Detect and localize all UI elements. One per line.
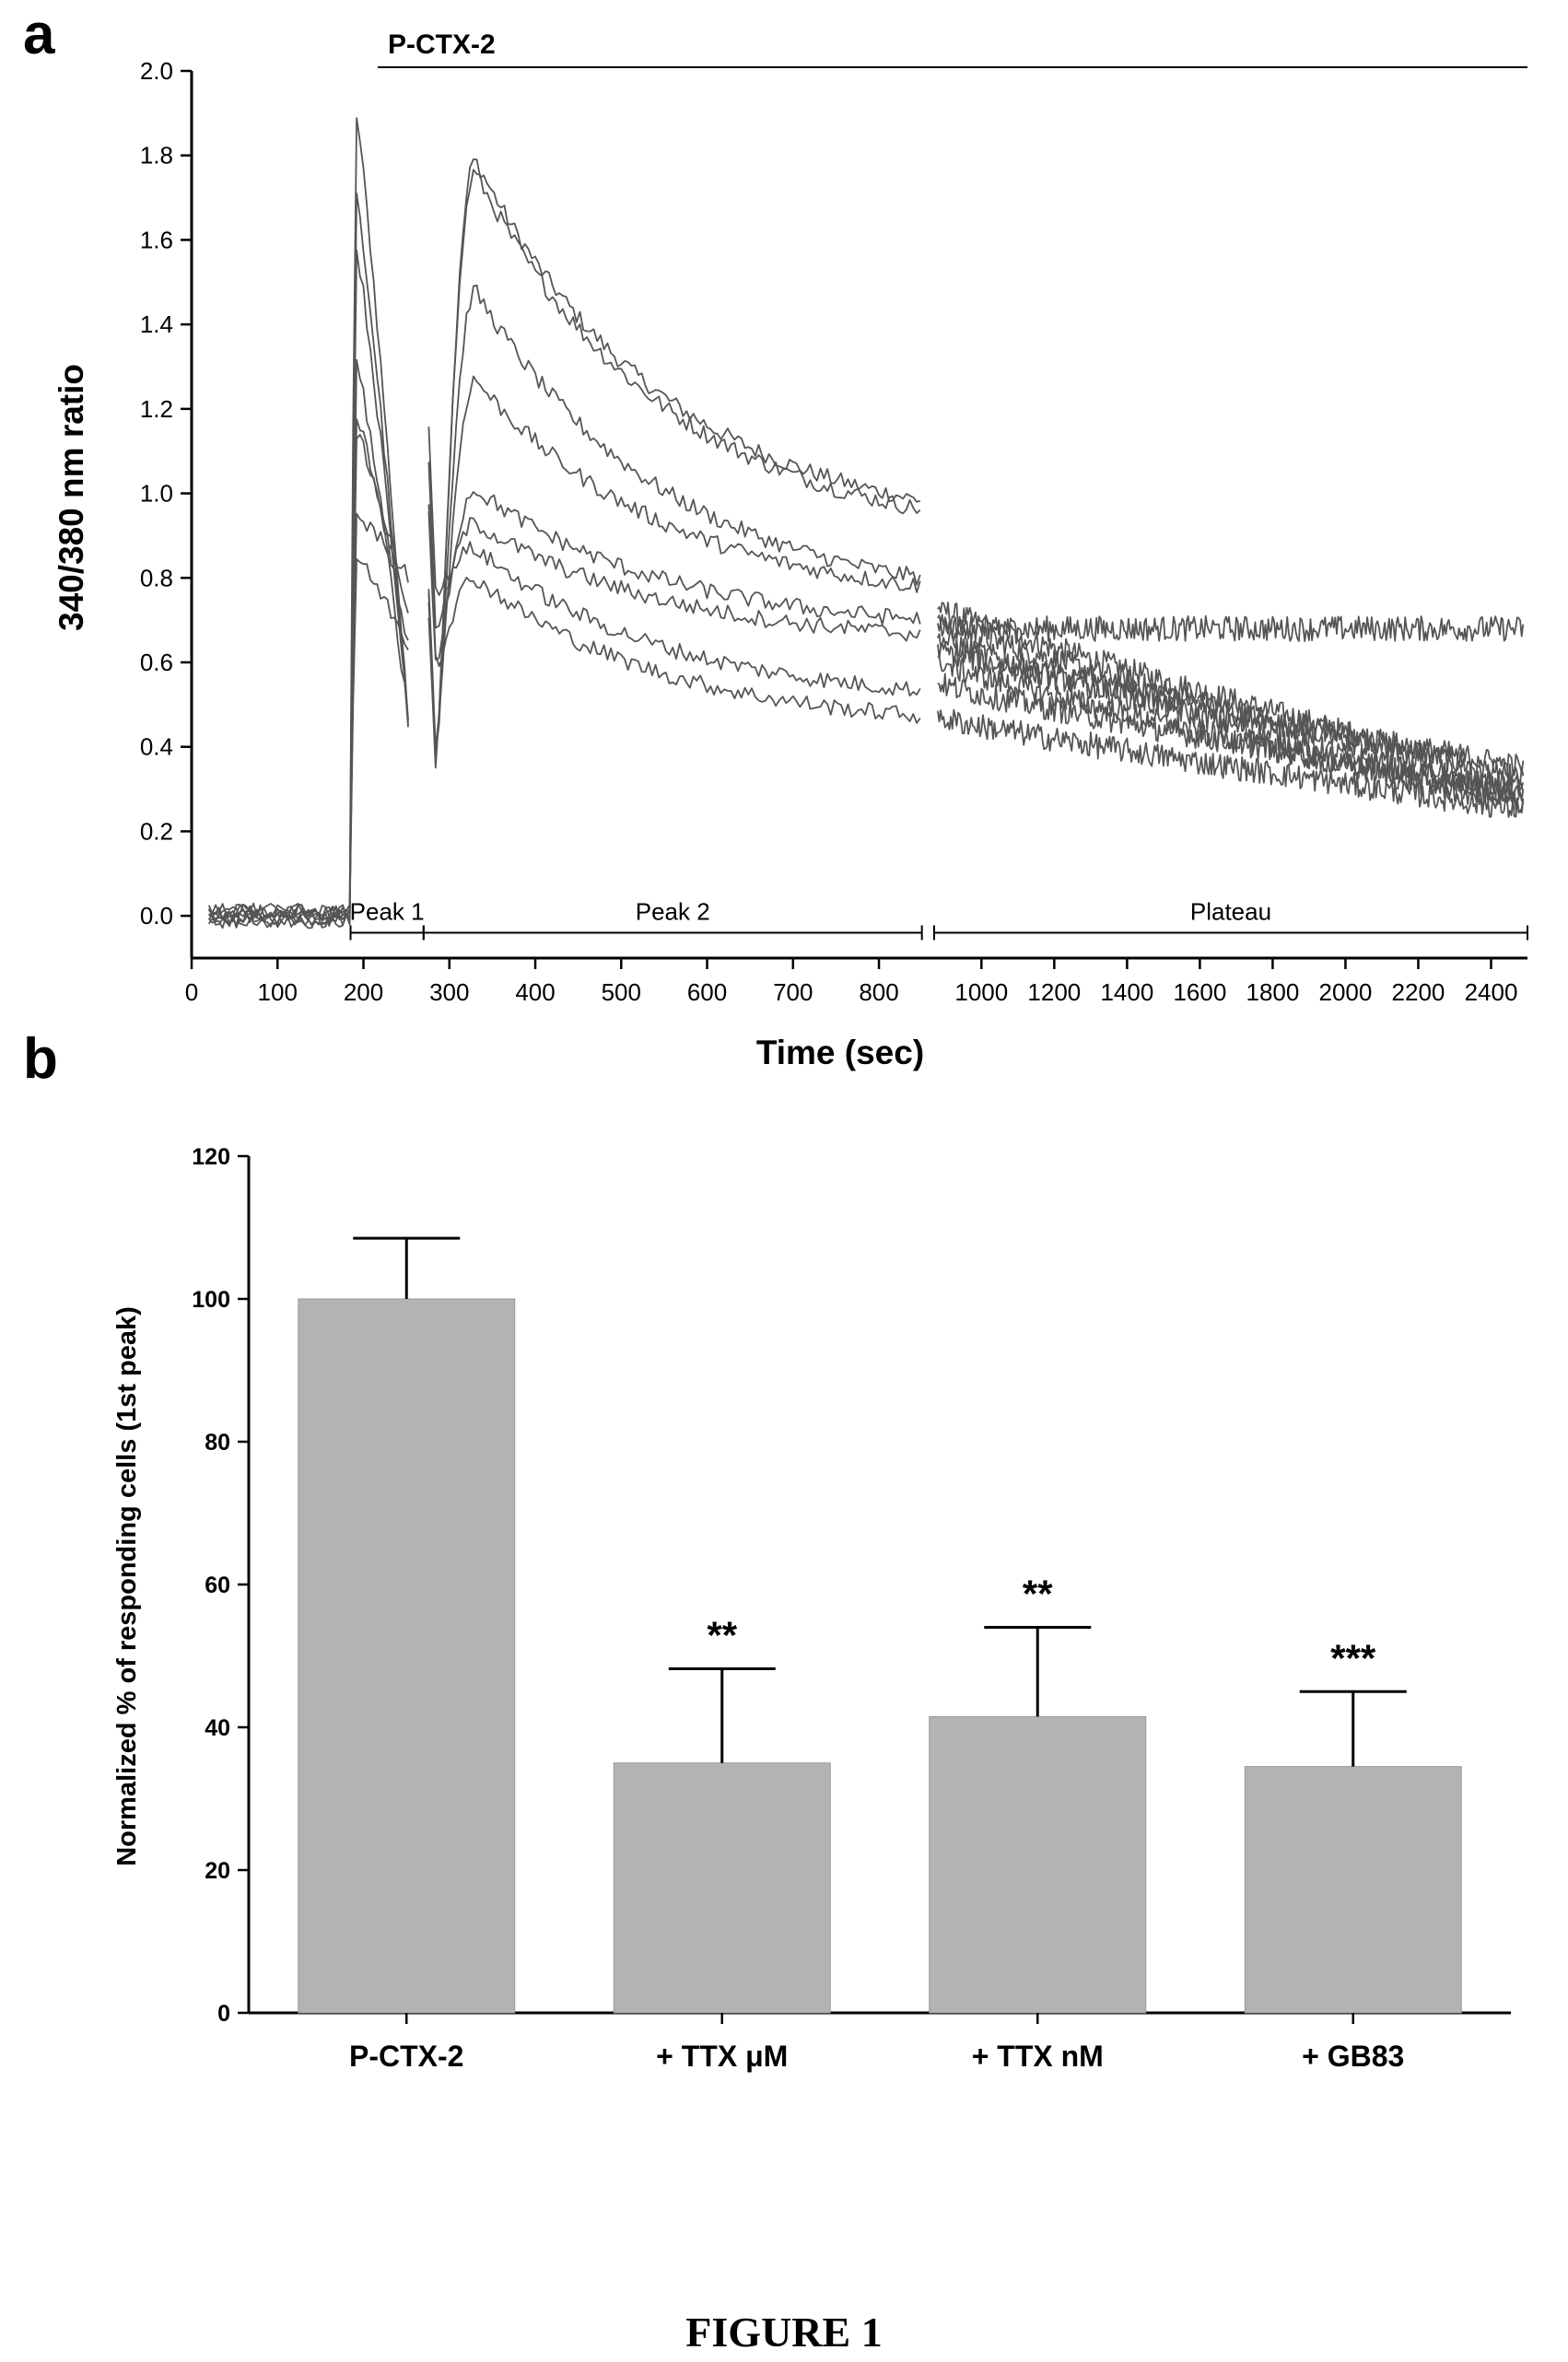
trace-line bbox=[208, 427, 1525, 927]
y-tick-label: 1.8 bbox=[140, 142, 173, 170]
bar bbox=[929, 1715, 1147, 2014]
bar bbox=[1244, 1766, 1462, 2014]
x-tick-label: 1000 bbox=[954, 978, 1008, 1006]
y-tick-label: 120 bbox=[192, 1144, 230, 1170]
x-tick-label: 0 bbox=[185, 978, 198, 1006]
y-tick-label: 0 bbox=[217, 2001, 230, 2027]
y-tick-label: 0.4 bbox=[140, 733, 173, 761]
y-tick-label: 20 bbox=[205, 1858, 230, 1884]
y-tick-label: 40 bbox=[205, 1715, 230, 1741]
bar bbox=[613, 1762, 831, 2014]
y-tick-label: 0.8 bbox=[140, 564, 173, 591]
application-bar-label: P-CTX-2 bbox=[388, 29, 496, 60]
x-tick-label: 200 bbox=[344, 978, 383, 1006]
segment-label: Plateau bbox=[1190, 897, 1271, 925]
y-tick-label: 0.2 bbox=[140, 817, 173, 845]
trace-line bbox=[207, 249, 1525, 930]
trace-line bbox=[207, 358, 1525, 927]
x-tick-label: 2400 bbox=[1465, 978, 1518, 1006]
significance-label: ** bbox=[1023, 1573, 1053, 1616]
significance-label: ** bbox=[707, 1613, 737, 1656]
x-tick-label: 100 bbox=[258, 978, 298, 1006]
category-label: P-CTX-2 bbox=[349, 2040, 463, 2073]
y-tick-label: 0.0 bbox=[140, 902, 173, 930]
x-tick-label: 300 bbox=[429, 978, 469, 1006]
category-label: + TTX nM bbox=[972, 2040, 1104, 2073]
significance-label: *** bbox=[1330, 1636, 1376, 1679]
trace-line bbox=[207, 117, 1525, 929]
y-tick-label: 1.0 bbox=[140, 480, 173, 508]
y-tick-label: 60 bbox=[205, 1573, 230, 1598]
category-label: + GB83 bbox=[1302, 2040, 1404, 2073]
x-tick-label: 600 bbox=[687, 978, 727, 1006]
panel-a-chart: a P-CTX-2 340/380 nm ratio Time (sec) 0.… bbox=[23, 3, 1528, 1071]
y-tick-label: 2.0 bbox=[140, 57, 173, 85]
panel-a-segments: Peak 1 Peak 2 Plateau bbox=[349, 897, 1528, 941]
x-tick-label: 500 bbox=[602, 978, 641, 1006]
x-tick-label: 2200 bbox=[1392, 978, 1445, 1006]
trace-line bbox=[208, 169, 1525, 928]
segment-label: Peak 2 bbox=[636, 897, 710, 925]
x-tick-label: 400 bbox=[515, 978, 555, 1006]
figure-caption: FIGURE 1 bbox=[685, 2309, 883, 2356]
y-tick-label: 100 bbox=[192, 1287, 230, 1313]
panel-a-axes: 0.0 0.2 0.4 0.6 0.8 1.0 1.2 1.4 1.6 1.8 2.0 0 100 200… bbox=[140, 57, 1527, 1006]
panel-b-letter: b bbox=[23, 1027, 58, 1091]
x-tick-label: 700 bbox=[773, 978, 813, 1006]
x-tick-label: 800 bbox=[859, 978, 898, 1006]
y-axis-title: 340/380 nm ratio bbox=[53, 364, 90, 631]
x-tick-label: 1600 bbox=[1173, 978, 1226, 1006]
segment-label: Peak 1 bbox=[350, 897, 425, 925]
x-axis-title: Time (sec) bbox=[756, 1034, 924, 1071]
y-tick-label: 1.4 bbox=[140, 310, 173, 338]
y-tick-label: 80 bbox=[205, 1430, 230, 1456]
y-tick-label: 1.2 bbox=[140, 395, 173, 423]
panel-a-traces bbox=[207, 117, 1525, 930]
trace-line bbox=[208, 504, 1525, 930]
bar bbox=[298, 1298, 516, 2014]
panel-a-letter: a bbox=[23, 3, 55, 66]
x-tick-label: 1400 bbox=[1100, 978, 1153, 1006]
panel-b-bars: P-CTX-2 + TTX μM ** + TTX nM ** + GB83 *** bbox=[298, 1236, 1462, 2073]
x-tick-label: 2000 bbox=[1319, 978, 1373, 1006]
y-tick-label: 1.6 bbox=[140, 226, 173, 253]
x-tick-label: 1800 bbox=[1246, 978, 1299, 1006]
panel-b-y-axis-title: Normalized % of responding cells (1st pe… bbox=[112, 1306, 142, 1866]
category-label: + TTX μM bbox=[656, 2040, 788, 2073]
panel-b-chart: b Normalized % of responding cells (1st … bbox=[23, 1027, 1511, 2073]
x-tick-label: 1200 bbox=[1027, 978, 1081, 1006]
y-tick-label: 0.6 bbox=[140, 649, 173, 676]
